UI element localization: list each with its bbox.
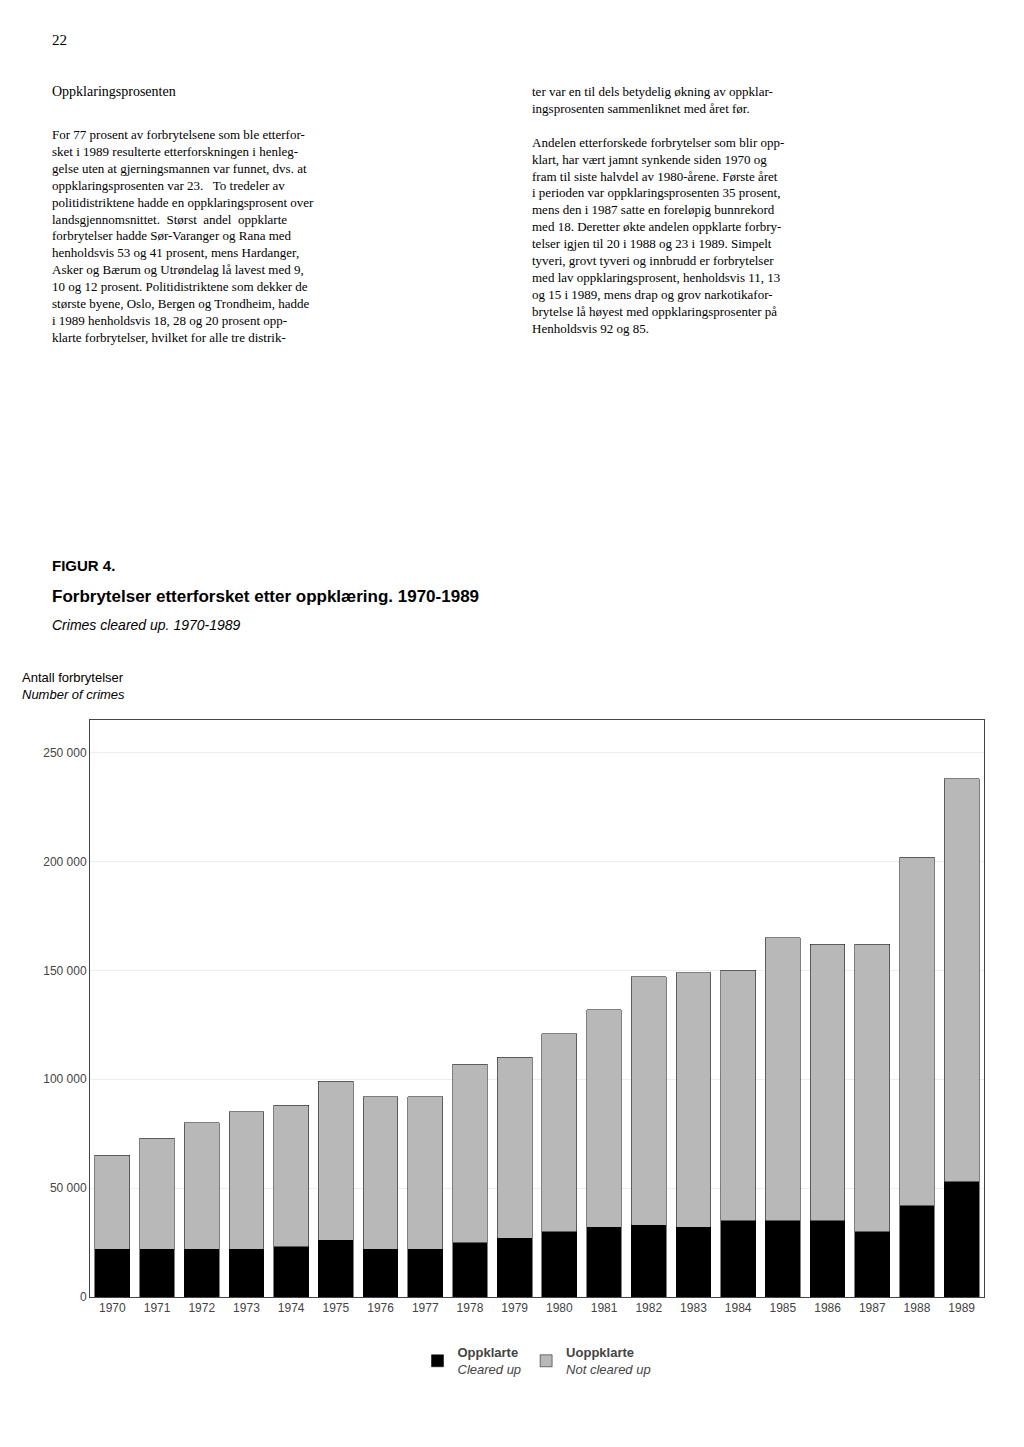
svg-text:1983: 1983 [680,1301,707,1315]
svg-text:Crimes cleared up. 1970-1989: Crimes cleared up. 1970-1989 [52,617,241,633]
svg-text:22: 22 [52,32,67,48]
svg-text:1975: 1975 [322,1301,349,1315]
svg-text:1970: 1970 [99,1301,126,1315]
svg-text:UoppklarteNot cleared up: UoppklarteNot cleared up [566,1345,651,1377]
svg-text:1984: 1984 [725,1301,752,1315]
svg-text:1978: 1978 [457,1301,484,1315]
svg-text:ter var en til dels betydelig: ter var en til dels betydelig økning av … [532,84,784,336]
svg-text:1986: 1986 [814,1301,841,1315]
svg-text:1988: 1988 [904,1301,931,1315]
svg-text:250 000: 250 000 [43,746,87,760]
svg-text:100 000: 100 000 [43,1072,87,1086]
svg-text:1976: 1976 [367,1301,394,1315]
svg-text:1977: 1977 [412,1301,439,1315]
svg-text:0: 0 [80,1290,87,1304]
svg-text:Oppklaringsprosenten: Oppklaringsprosenten [52,84,176,99]
svg-text:For 77 prosent av forbrytelsen: For 77 prosent av forbrytelsene som ble … [52,127,314,345]
svg-text:1972: 1972 [188,1301,215,1315]
svg-text:Antall forbrytelserNumber of c: Antall forbrytelserNumber of crimes [22,670,125,702]
svg-text:1980: 1980 [546,1301,573,1315]
svg-text:1982: 1982 [635,1301,662,1315]
svg-text:1973: 1973 [233,1301,260,1315]
svg-text:1989: 1989 [948,1301,975,1315]
svg-text:150 000: 150 000 [43,964,87,978]
svg-text:1985: 1985 [769,1301,796,1315]
svg-text:1981: 1981 [591,1301,618,1315]
svg-text:200 000: 200 000 [43,855,87,869]
svg-text:OppklarteCleared up: OppklarteCleared up [458,1345,522,1377]
svg-text:Forbrytelser etterforsket ette: Forbrytelser etterforsket etter oppklæri… [52,587,479,606]
svg-text:1974: 1974 [278,1301,305,1315]
svg-text:50 000: 50 000 [50,1181,87,1195]
svg-text:1987: 1987 [859,1301,886,1315]
svg-text:1979: 1979 [501,1301,528,1315]
svg-text:FIGUR 4.: FIGUR 4. [52,557,115,574]
svg-text:1971: 1971 [144,1301,171,1315]
